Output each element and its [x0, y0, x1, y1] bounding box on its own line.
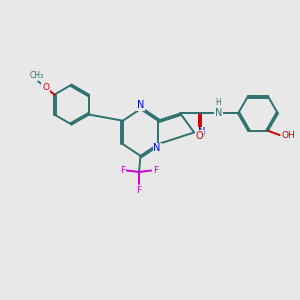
- Text: O: O: [42, 83, 49, 92]
- Text: N: N: [154, 143, 161, 153]
- Text: OH: OH: [281, 130, 295, 140]
- Text: N: N: [215, 109, 222, 118]
- Text: F: F: [136, 186, 142, 195]
- Text: CH₃: CH₃: [30, 71, 44, 80]
- Text: N: N: [198, 128, 206, 137]
- Text: N: N: [137, 100, 144, 110]
- Text: O: O: [196, 131, 203, 141]
- Text: F: F: [153, 166, 158, 175]
- Text: F: F: [120, 166, 125, 175]
- Text: H: H: [216, 98, 221, 107]
